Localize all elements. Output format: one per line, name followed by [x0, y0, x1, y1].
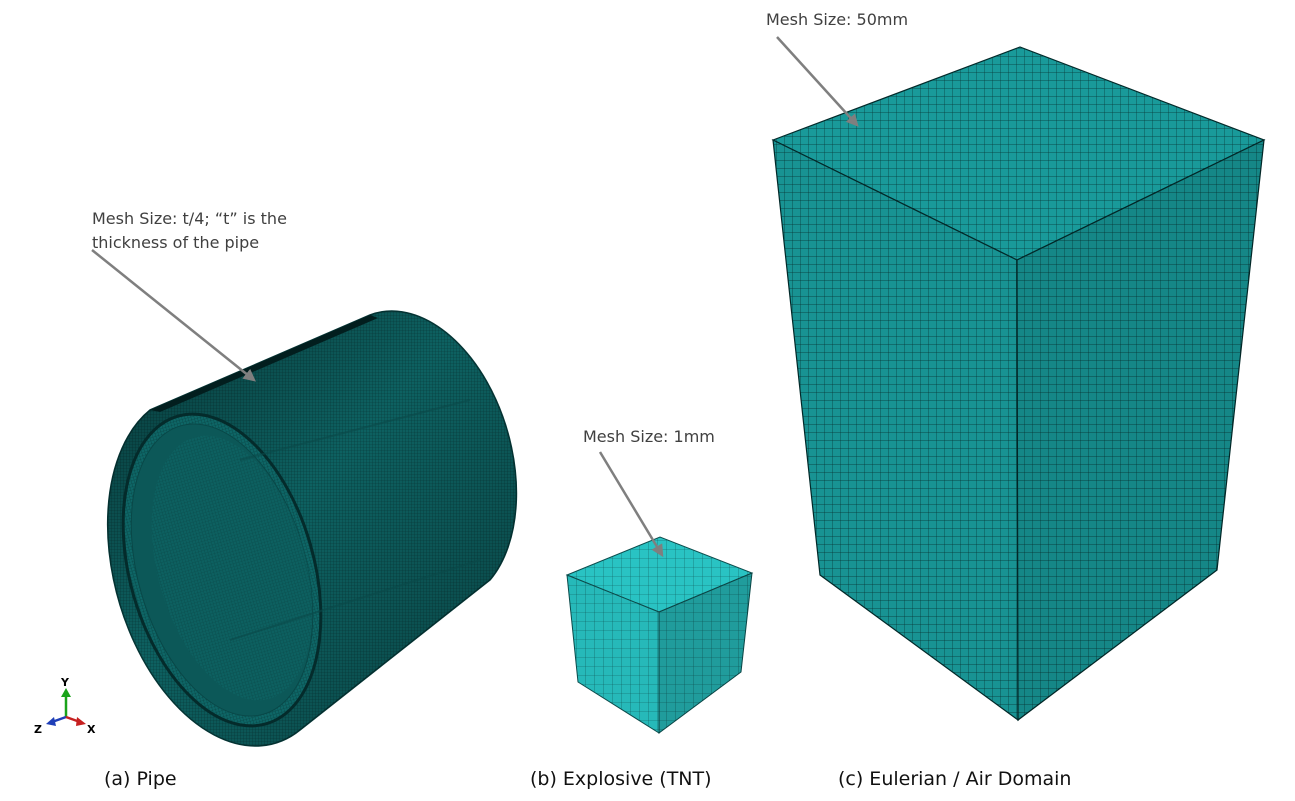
- axis-z-label: Z: [34, 723, 42, 736]
- air-domain-caption: (c) Eulerian / Air Domain: [838, 768, 1072, 790]
- tnt-annotation: Mesh Size: 1mm: [583, 427, 715, 446]
- tnt-right-face: [658, 572, 753, 734]
- pipe-annotation-arrow: [91, 249, 256, 382]
- pipe-annotation-line1: Mesh Size: t/4; “t” is the: [92, 209, 287, 228]
- air-annotation: Mesh Size: 50mm: [766, 10, 909, 29]
- axis-x-label: X: [87, 723, 96, 736]
- pipe-annotation-line2: thickness of the pipe: [92, 233, 260, 252]
- explosive-caption: (b) Explosive (TNT): [530, 768, 712, 790]
- pipe-caption: (a) Pipe: [104, 768, 177, 790]
- axis-y-label: Y: [60, 676, 70, 689]
- axis-triad: Y Z X: [34, 676, 96, 736]
- air-annotation-arrow: [776, 36, 859, 127]
- air-right-face: [1016, 138, 1265, 722]
- explosive-model: [565, 536, 754, 734]
- air-domain-model: [771, 46, 1266, 722]
- pipe-model: [106, 310, 518, 747]
- tnt-annotation-arrow: [598, 451, 664, 558]
